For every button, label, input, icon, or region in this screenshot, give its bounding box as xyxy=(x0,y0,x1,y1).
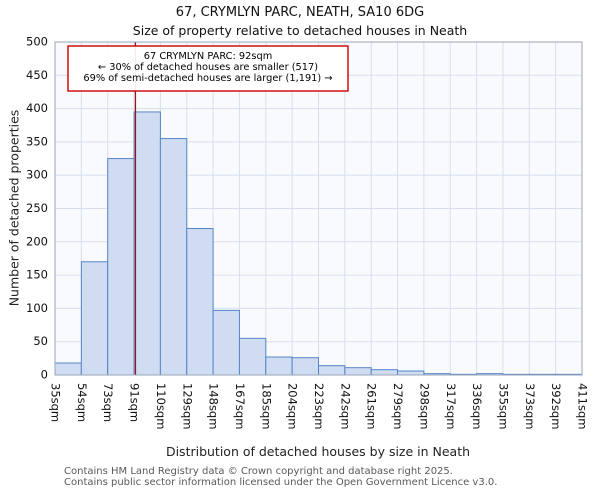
histogram-bar xyxy=(238,337,267,376)
plot-border xyxy=(54,41,583,376)
y-tick-label: 450 xyxy=(26,68,48,82)
annotation-line: 67 CRYMLYN PARC: 92sqm xyxy=(144,51,273,62)
histogram-bar xyxy=(212,309,240,376)
histogram-bar xyxy=(370,369,399,376)
y-tick-label: 0 xyxy=(41,368,48,382)
histogram-bar xyxy=(186,227,214,376)
x-tick-label: 204sqm xyxy=(286,383,300,429)
y-tick-label: 300 xyxy=(26,168,48,182)
x-tick-label: 35sqm xyxy=(49,383,63,422)
y-tick-label: 150 xyxy=(26,268,48,282)
y-tick-label: 100 xyxy=(26,301,48,315)
histogram-bar xyxy=(318,365,346,376)
x-tick-label: 54sqm xyxy=(75,383,89,422)
x-tick-label: 373sqm xyxy=(523,383,537,429)
footer-attribution-line2: Contains public sector information licen… xyxy=(64,477,498,488)
annotation-line: ← 30% of detached houses are smaller (51… xyxy=(98,62,318,73)
y-axis-title: Number of detached properties xyxy=(6,109,22,307)
histogram-bar xyxy=(159,138,188,376)
x-tick-label: 279sqm xyxy=(391,383,405,429)
chart-subtitle: Size of property relative to detached ho… xyxy=(132,23,468,38)
x-tick-label: 355sqm xyxy=(496,383,510,429)
footer-attribution: Contains HM Land Registry data © Crown c… xyxy=(64,466,497,488)
x-tick-label: 261sqm xyxy=(365,383,379,429)
y-tick-label: 50 xyxy=(33,334,48,348)
histogram-bar xyxy=(291,357,319,376)
histogram-bar xyxy=(133,111,161,376)
histogram-bar xyxy=(54,362,82,376)
footer-attribution-line1: Contains HM Land Registry data © Crown c… xyxy=(64,466,453,477)
x-tick-label: 242sqm xyxy=(338,383,352,429)
x-tick-label: 91sqm xyxy=(128,383,142,422)
x-tick-label: 110sqm xyxy=(154,383,168,429)
chart-title: 67, CRYMLYN PARC, NEATH, SA10 6DG xyxy=(175,5,425,20)
annotation-line: 69% of semi-detached houses are larger (… xyxy=(83,73,332,84)
x-tick-label: 411sqm xyxy=(576,383,590,429)
y-tick-label: 250 xyxy=(26,201,48,215)
histogram-bar xyxy=(265,356,293,376)
x-tick-label: 336sqm xyxy=(470,383,484,429)
x-tick-label: 148sqm xyxy=(207,383,221,429)
x-tick-label: 317sqm xyxy=(444,383,458,429)
histogram-chart: 0 50 100 150 200 250 300 350 400 450 500 35sqm 54sqm… xyxy=(26,36,590,429)
histogram-bar xyxy=(80,261,109,376)
x-tick-label: 223sqm xyxy=(312,383,326,429)
x-tick-label: 73sqm xyxy=(101,383,115,422)
x-tick-label: 298sqm xyxy=(417,383,431,429)
y-tick-label: 400 xyxy=(26,101,48,115)
histogram-bar xyxy=(397,370,425,376)
histogram-bar xyxy=(344,367,372,376)
x-tick-label: 185sqm xyxy=(259,383,273,429)
annotation-box xyxy=(67,45,349,92)
y-tick-label: 200 xyxy=(26,234,48,248)
x-tick-label: 129sqm xyxy=(180,383,194,429)
y-tick-label: 500 xyxy=(26,36,48,49)
x-axis-title: Distribution of detached houses by size … xyxy=(165,444,471,459)
histogram-bar xyxy=(107,158,135,376)
x-tick-label: 392sqm xyxy=(549,383,563,429)
y-tick-label: 350 xyxy=(26,134,48,148)
x-tick-label: 167sqm xyxy=(233,383,247,429)
